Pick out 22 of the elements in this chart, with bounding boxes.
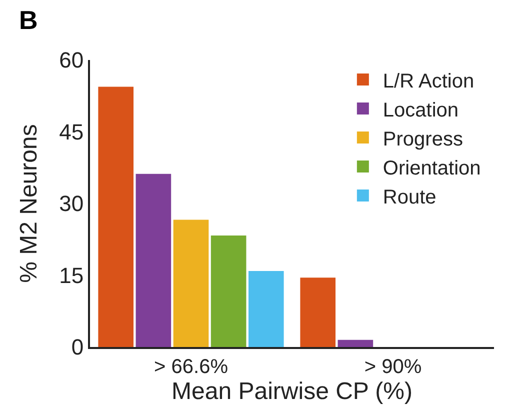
y-tick-label: 45	[59, 119, 84, 144]
y-tick-label: 15	[59, 262, 84, 288]
x-tick-label: > 90%	[364, 356, 422, 378]
bar	[173, 220, 209, 347]
bar	[248, 270, 284, 347]
bar	[300, 278, 336, 347]
legend-label: L/R Action	[382, 70, 474, 92]
y-axis-title: % M2 Neurons	[16, 124, 43, 283]
y-tick-label: 30	[59, 191, 84, 216]
text: B	[19, 5, 38, 35]
bar	[210, 236, 246, 347]
y-tick-label: 60	[59, 48, 84, 73]
x-axis-title: Mean Pairwise CP (%)	[172, 378, 412, 405]
bar	[98, 86, 134, 347]
bar	[136, 174, 172, 347]
y-tick-label: 0	[71, 334, 84, 360]
legend-label: Location	[382, 99, 459, 122]
legend-label: Route	[382, 186, 436, 208]
legend-label: Orientation	[382, 157, 481, 180]
x-tick-label: > 66.6%	[154, 356, 228, 378]
bar	[338, 340, 374, 347]
legend-label: Progress	[382, 128, 463, 150]
